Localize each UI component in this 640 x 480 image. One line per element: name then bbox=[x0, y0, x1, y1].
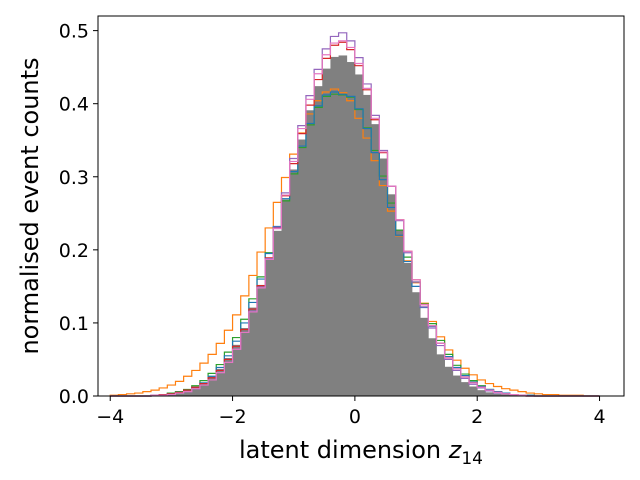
hist-bar bbox=[273, 230, 282, 396]
hist-bar bbox=[444, 366, 454, 396]
hist-bar bbox=[305, 110, 315, 397]
hist-bar bbox=[452, 375, 462, 396]
hist-bar bbox=[224, 358, 233, 396]
hist-bar bbox=[265, 258, 274, 396]
hist-bar bbox=[420, 317, 429, 396]
hist-bar bbox=[379, 158, 388, 396]
hist-bar bbox=[387, 194, 397, 396]
x-axis-label-text: latent dimension bbox=[239, 436, 449, 464]
hist-bar bbox=[460, 382, 470, 396]
hist-bar bbox=[208, 376, 217, 396]
hist-bar bbox=[493, 393, 503, 396]
hist-bar bbox=[469, 386, 478, 396]
hist-bar bbox=[216, 368, 225, 396]
hist-bar bbox=[322, 68, 331, 397]
y-tick-label: 0.2 bbox=[59, 240, 89, 262]
hist-bar bbox=[371, 124, 380, 397]
x-tick-label: −4 bbox=[96, 406, 124, 428]
y-tick-label: 0.4 bbox=[59, 94, 89, 116]
x-axis-label: latent dimension z14 bbox=[239, 436, 483, 469]
axes-frame bbox=[97, 15, 625, 397]
x-tick-label: 4 bbox=[593, 406, 605, 428]
hist-bar bbox=[428, 338, 437, 396]
hist-bar bbox=[403, 263, 413, 396]
hist-bar bbox=[175, 391, 185, 396]
hist-bar bbox=[363, 94, 372, 397]
hist-bar bbox=[330, 56, 339, 397]
hist-bar bbox=[501, 394, 511, 396]
hist-bar bbox=[485, 392, 494, 396]
hist-bar bbox=[411, 292, 421, 396]
y-axis-label: normalised event counts bbox=[16, 57, 44, 354]
hist-bar bbox=[248, 307, 258, 396]
x-axis-ticks: −4 −2 0 2 4 bbox=[96, 396, 606, 428]
y-tick-label: 0.5 bbox=[59, 21, 89, 43]
hist-bar bbox=[297, 139, 307, 396]
hist-bar bbox=[183, 389, 193, 396]
hist-bar bbox=[354, 74, 364, 397]
hist-bar bbox=[289, 169, 299, 396]
x-tick-label: −2 bbox=[219, 406, 247, 428]
hist-bar bbox=[191, 386, 201, 396]
x-tick-label: 2 bbox=[471, 406, 483, 428]
hist-bar bbox=[346, 62, 356, 396]
y-axis-ticks: 0.0 0.1 0.2 0.3 0.4 0.5 bbox=[59, 21, 98, 408]
hist-bar bbox=[314, 86, 323, 397]
hist-bar bbox=[477, 390, 486, 396]
y-tick-label: 0.1 bbox=[59, 313, 89, 335]
y-tick-label: 0.0 bbox=[59, 386, 89, 408]
y-tick-label: 0.3 bbox=[59, 167, 89, 189]
x-axis-label-subscript: 14 bbox=[461, 449, 483, 469]
hist-bar bbox=[281, 199, 291, 396]
hist-bar bbox=[199, 382, 209, 396]
hist-bar bbox=[395, 230, 405, 396]
hist-step-series-6 bbox=[110, 40, 600, 397]
series-layer bbox=[109, 32, 600, 397]
hist-bar bbox=[257, 284, 266, 396]
hist-step-series-1 bbox=[109, 88, 600, 397]
hist-bar bbox=[232, 344, 242, 396]
hist-bar bbox=[240, 328, 250, 396]
hist-bar bbox=[338, 55, 348, 397]
hist-bar bbox=[436, 354, 445, 396]
x-axis-label-symbol: z bbox=[448, 436, 463, 464]
x-tick-label: 0 bbox=[349, 406, 361, 428]
